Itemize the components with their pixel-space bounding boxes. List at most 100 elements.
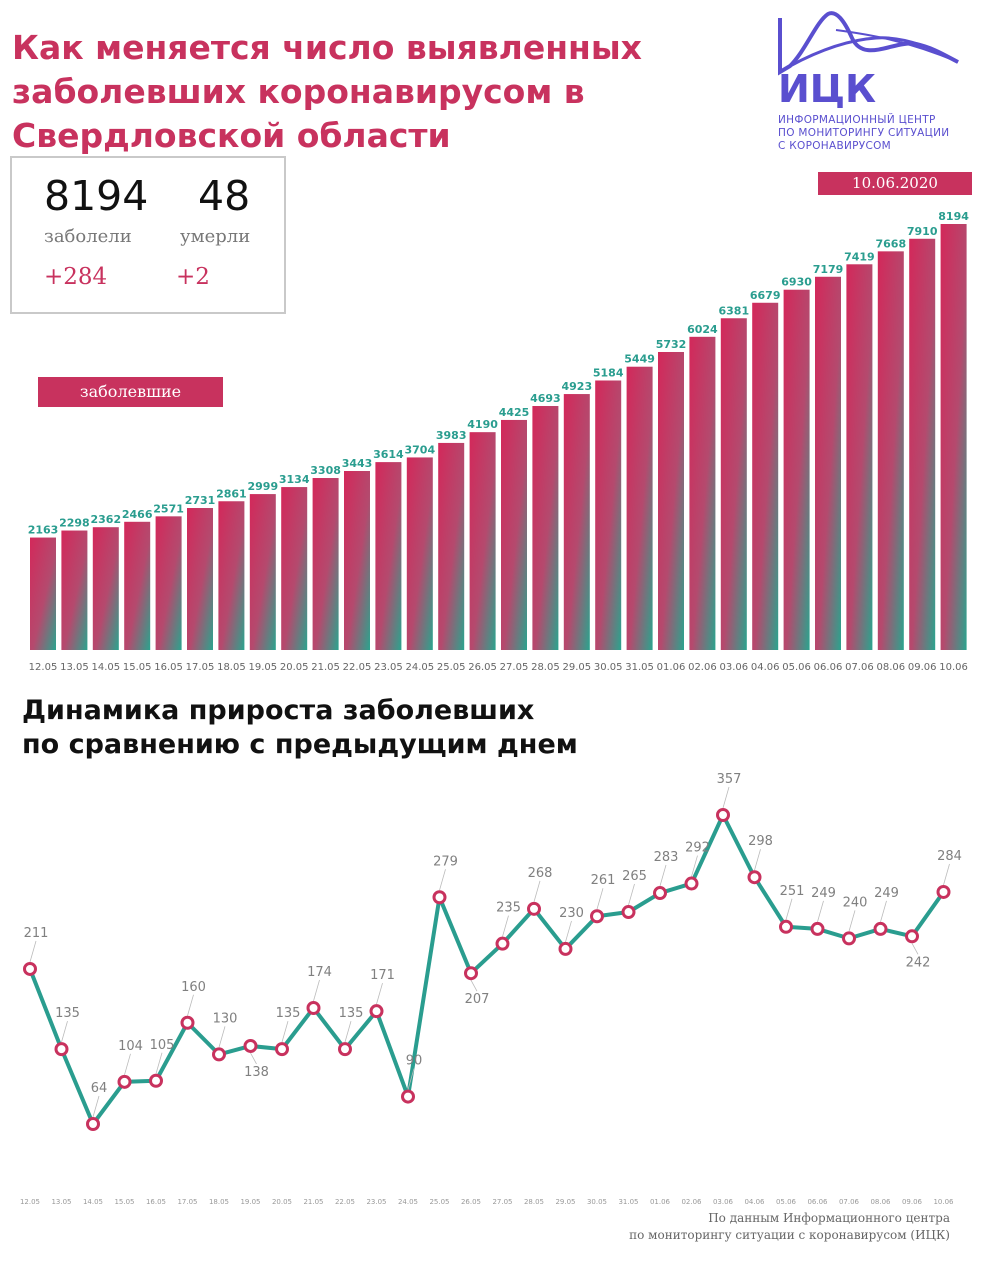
x-tick-label: 23.05 xyxy=(374,662,403,673)
stats-box: 8194 заболели +284 48 умерли +2 xyxy=(10,156,286,314)
x-tick-label: 22.05 xyxy=(335,1198,355,1206)
label-leader-line xyxy=(565,920,572,943)
cases-bar-chart: 2163 12.05 2298 13.05 2362 14.05 2466 15.05 2571… xyxy=(28,210,970,673)
bar-value-label: 7910 xyxy=(907,225,938,238)
x-tick-label: 25.05 xyxy=(437,662,466,673)
x-tick-label: 15.05 xyxy=(123,662,152,673)
point-marker xyxy=(275,1042,289,1057)
x-tick-label: 03.06 xyxy=(713,1198,734,1206)
bar xyxy=(406,457,433,650)
x-tick-label: 21.05 xyxy=(303,1198,323,1206)
bar xyxy=(909,238,936,650)
deaths-delta: +2 xyxy=(176,264,210,290)
point-value-label: 242 xyxy=(906,955,931,970)
point-value-label: 211 xyxy=(24,926,49,941)
x-tick-label: 06.06 xyxy=(807,1198,828,1206)
label-leader-line xyxy=(61,1021,68,1043)
point-value-label: 298 xyxy=(748,834,773,849)
point-marker xyxy=(873,921,888,936)
point-marker xyxy=(401,1089,415,1104)
x-tick-label: 26.05 xyxy=(461,1198,481,1206)
growth-line xyxy=(28,813,946,1126)
x-tick-label: 20.05 xyxy=(280,662,309,673)
bar-value-label: 7179 xyxy=(813,263,844,276)
x-tick-label: 08.06 xyxy=(876,662,905,673)
cases-delta: +284 xyxy=(44,264,108,290)
point-value-label: 240 xyxy=(843,895,868,910)
point-value-label: 160 xyxy=(181,980,206,995)
label-leader-line xyxy=(817,900,824,923)
point-value-label: 138 xyxy=(244,1065,269,1080)
label-leader-line xyxy=(376,983,383,1005)
label-leader-line xyxy=(313,979,320,1002)
cases-total: 8194 xyxy=(44,172,149,220)
point-value-label: 171 xyxy=(370,968,395,983)
x-tick-label: 15.05 xyxy=(114,1198,134,1206)
point-value-label: 105 xyxy=(150,1038,175,1053)
bar-value-label: 4425 xyxy=(499,406,530,419)
bar-value-label: 2999 xyxy=(247,480,278,493)
x-tick-label: 08.06 xyxy=(870,1198,891,1206)
label-leader-line xyxy=(880,900,887,923)
x-tick-label: 20.05 xyxy=(272,1198,292,1206)
point-marker xyxy=(54,1042,69,1057)
logo-subtitle-line: ИНФОРМАЦИОННЫЙ ЦЕНТР xyxy=(778,114,936,126)
point-value-label: 235 xyxy=(496,901,521,916)
bar xyxy=(752,302,779,650)
point-marker xyxy=(684,876,699,891)
x-tick-label: 26.05 xyxy=(468,662,497,673)
bar-value-label: 4923 xyxy=(561,380,592,393)
date-badge: 10.06.2020 xyxy=(818,172,972,195)
x-tick-label: 09.06 xyxy=(908,662,937,673)
label-leader-line xyxy=(722,786,730,809)
bar-value-label: 5732 xyxy=(656,338,687,351)
point-marker xyxy=(243,1038,258,1053)
label-leader-line xyxy=(502,915,509,937)
point-value-label: 104 xyxy=(118,1039,143,1054)
point-value-label: 90 xyxy=(406,1054,423,1069)
label-leader-line xyxy=(691,855,698,877)
bar xyxy=(61,530,88,650)
label-leader-line xyxy=(407,1068,415,1090)
x-tick-label: 05.06 xyxy=(776,1198,797,1206)
source-note: По данным Информационного центра по мони… xyxy=(629,1210,950,1244)
bar xyxy=(532,406,559,650)
bar-value-label: 3308 xyxy=(310,464,341,477)
x-tick-label: 16.05 xyxy=(146,1198,166,1206)
bar xyxy=(438,442,465,650)
label-leader-line xyxy=(250,1052,257,1065)
point-value-label: 249 xyxy=(811,886,836,901)
cases-label: заболели xyxy=(44,226,132,247)
x-tick-label: 19.05 xyxy=(240,1198,260,1206)
point-value-label: 230 xyxy=(559,906,584,921)
bar-value-label: 2731 xyxy=(185,494,216,507)
growth-line-chart: 211 12.05 135 13.05 64 14.05 104 15.05 105 16.05 1… xyxy=(20,772,962,1206)
bar xyxy=(312,478,339,650)
label-leader-line xyxy=(187,994,194,1016)
point-value-label: 283 xyxy=(654,850,679,865)
point-value-label: 64 xyxy=(91,1081,108,1096)
point-marker xyxy=(653,886,667,901)
bar-value-label: 6679 xyxy=(750,289,781,302)
source-line: по мониторингу ситуации с коронавирусом … xyxy=(629,1228,950,1242)
x-tick-label: 09.06 xyxy=(902,1198,923,1206)
bar-value-label: 2861 xyxy=(216,487,247,500)
bar-value-label: 5184 xyxy=(593,366,624,379)
x-tick-label: 28.05 xyxy=(524,1198,544,1206)
x-tick-label: 19.05 xyxy=(248,662,277,673)
label-leader-line xyxy=(281,1021,289,1043)
bar-value-label: 2466 xyxy=(122,508,153,521)
deaths-total: 48 xyxy=(198,172,251,220)
label-leader-line xyxy=(218,1026,226,1048)
bar-value-label: 5449 xyxy=(624,353,655,366)
bar-value-label: 8194 xyxy=(938,210,969,223)
x-tick-label: 01.06 xyxy=(650,1198,671,1206)
title-line: Свердловской области xyxy=(12,116,451,155)
point-marker xyxy=(558,941,573,956)
x-tick-label: 14.05 xyxy=(83,1198,103,1206)
point-marker xyxy=(779,919,793,934)
point-marker xyxy=(23,961,37,976)
label-leader-line xyxy=(29,940,37,963)
bar-value-label: 2362 xyxy=(90,513,121,526)
logo-wave-icon xyxy=(778,11,959,76)
